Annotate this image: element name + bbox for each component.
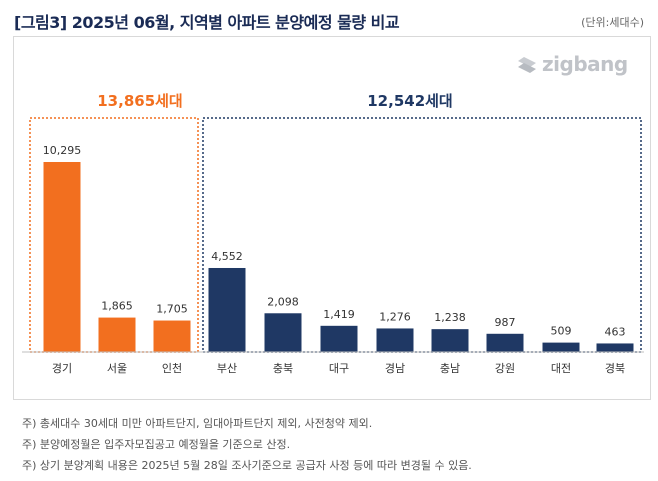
footnote-2: 주) 분양예정월은 입주자모집공고 예정월을 기준으로 산정. <box>22 438 291 451</box>
bars <box>43 162 634 352</box>
bar-0 <box>43 162 81 352</box>
bar-2 <box>153 320 191 352</box>
value-label-3: 4,552 <box>211 250 243 263</box>
zigbang-logo-text: zigbang <box>542 52 628 76</box>
footnote-3: 주) 상기 분양계획 내용은 2025년 5월 28일 조사기준으로 공급자 사… <box>22 459 472 472</box>
unit-label: (단위:세대수) <box>581 16 644 29</box>
bar-9 <box>542 342 580 352</box>
category-label-0: 경기 <box>52 362 72 375</box>
category-label-1: 서울 <box>107 362 127 375</box>
bar-10 <box>596 343 634 352</box>
category-label-8: 강원 <box>495 362 515 375</box>
value-label-10: 463 <box>605 325 626 338</box>
value-labels: 10,295 1,865 1,705 4,552 2,098 1,419 1,276 1,23… <box>43 144 626 338</box>
footnotes: 주) 총세대수 30세대 미만 아파트단지, 임대아파트단지 제외, 사전청약 … <box>22 413 472 476</box>
bar-3 <box>208 267 246 352</box>
value-label-9: 509 <box>551 325 572 338</box>
bar-5 <box>320 325 358 352</box>
category-label-6: 경남 <box>385 362 405 375</box>
group-total-0: 13,865세대 <box>97 92 182 110</box>
value-label-4: 2,098 <box>267 295 299 308</box>
value-label-2: 1,705 <box>156 303 188 316</box>
bar-6 <box>376 328 414 352</box>
category-label-3: 부산 <box>217 362 237 375</box>
group-total-1: 12,542세대 <box>367 92 452 110</box>
category-label-10: 경북 <box>605 362 625 375</box>
footnote-1: 주) 총세대수 30세대 미만 아파트단지, 임대아파트단지 제외, 사전청약 … <box>22 417 373 430</box>
bar-4 <box>264 313 302 352</box>
chart-title: [그림3] 2025년 06월, 지역별 아파트 분양예정 물량 비교 <box>14 13 400 32</box>
category-label-9: 대전 <box>551 362 571 375</box>
category-label-5: 대구 <box>329 362 349 375</box>
value-label-1: 1,865 <box>101 300 133 313</box>
category-label-7: 충남 <box>440 362 460 375</box>
bar-8 <box>486 333 524 352</box>
value-label-6: 1,276 <box>379 310 411 323</box>
zigbang-logo: zigbang <box>516 52 628 76</box>
bar-7 <box>431 329 469 352</box>
category-label-4: 충북 <box>273 362 293 375</box>
value-label-5: 1,419 <box>323 308 355 321</box>
value-label-7: 1,238 <box>434 311 466 324</box>
group-totals: 13,865세대 12,542세대 <box>97 92 452 110</box>
category-labels: 경기 서울 인천 부산 충북 대구 경남 충남 강원 대전 경북 <box>52 361 625 375</box>
bar-1 <box>98 317 136 352</box>
category-label-2: 인천 <box>162 361 182 375</box>
zigbang-logo-icon <box>518 57 536 73</box>
value-label-0: 10,295 <box>43 144 82 157</box>
value-label-8: 987 <box>495 316 516 329</box>
